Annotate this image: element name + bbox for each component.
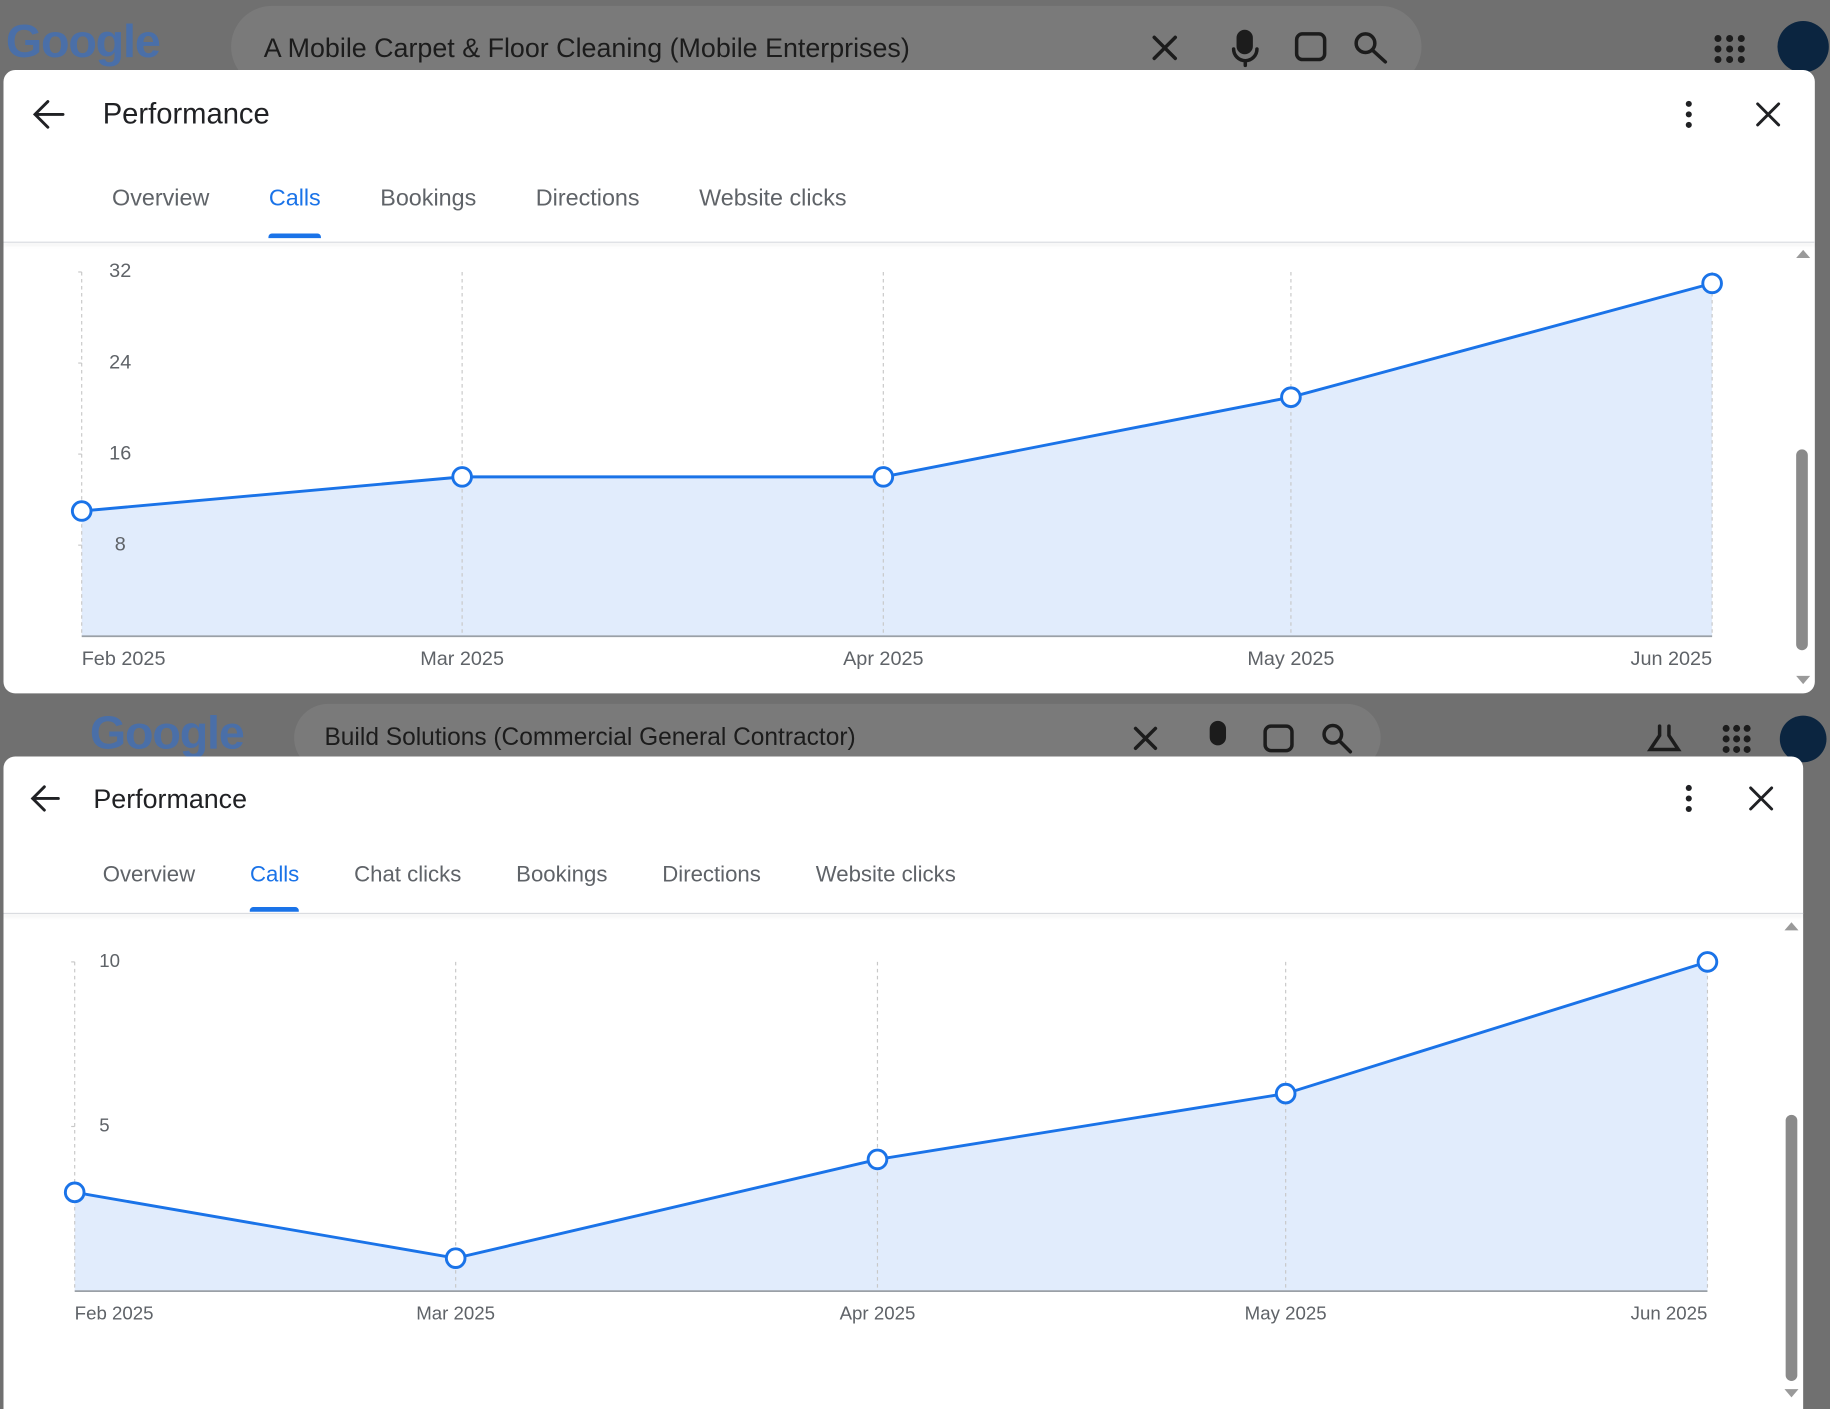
area — [74, 961, 1708, 1292]
back-button[interactable] — [32, 100, 65, 129]
data-point — [444, 1247, 467, 1269]
data-point — [1701, 272, 1723, 295]
tab[interactable]: Website clicks — [815, 862, 956, 888]
search-query[interactable]: A Mobile Carpet & Floor Cleaning (Mobile… — [263, 32, 910, 64]
avatar[interactable] — [1777, 21, 1829, 73]
y-tick-label: 10 — [99, 950, 120, 971]
scrollbar[interactable] — [1785, 1114, 1798, 1381]
x-tick-label: Jun 2025 — [1631, 648, 1713, 670]
back-button[interactable] — [30, 785, 60, 812]
x-tick-label: Jun 2025 — [1631, 1302, 1708, 1323]
divider — [3, 912, 1804, 915]
x-tick-label: May 2025 — [1247, 648, 1334, 670]
data-point — [1280, 386, 1302, 408]
scrollbar[interactable] — [1796, 449, 1808, 651]
tab[interactable]: Calls — [246, 863, 302, 912]
search-icon[interactable] — [1354, 32, 1377, 55]
y-tick-label: 5 — [99, 1114, 109, 1135]
data-point — [63, 1181, 86, 1204]
x-tick-label: Feb 2025 — [75, 1302, 154, 1323]
search-query[interactable]: Build Solutions (Commercial General Cont… — [324, 723, 856, 751]
tab-bar: Overview Calls Bookings Directions Website c… — [109, 185, 851, 239]
close-button[interactable] — [1756, 102, 1781, 127]
labs-icon[interactable] — [1646, 724, 1682, 752]
active-tab-indicator — [268, 233, 321, 239]
x-tick-label: Mar 2025 — [420, 648, 504, 670]
logo[interactable]: Google — [5, 16, 161, 68]
y-tick-label: 16 — [109, 442, 131, 464]
active-tab-indicator — [249, 907, 300, 912]
clear-icon[interactable] — [1133, 726, 1158, 751]
search-handle — [1338, 739, 1353, 754]
mic-icon[interactable] — [1236, 29, 1253, 55]
x-tick-label: Apr 2025 — [840, 1302, 916, 1323]
tab[interactable]: Bookings — [516, 862, 608, 888]
mic-icon[interactable] — [1209, 720, 1227, 746]
apps-icon[interactable] — [1714, 35, 1751, 753]
x-tick-label: Mar 2025 — [416, 1302, 495, 1323]
data-point — [70, 500, 93, 522]
avatar[interactable] — [1779, 715, 1827, 763]
tab[interactable]: Directions — [662, 862, 761, 888]
data-point — [866, 1148, 889, 1171]
tab[interactable]: Bookings — [380, 185, 477, 212]
y-tick-label: 32 — [109, 260, 131, 282]
x-tick-label: Apr 2025 — [843, 648, 923, 670]
y-tick-label: 8 — [115, 533, 126, 555]
panel-title: Performance — [102, 98, 270, 131]
x-tick-label: Feb 2025 — [82, 648, 166, 670]
tab[interactable]: Calls — [265, 186, 324, 239]
search-icon[interactable] — [1322, 723, 1344, 745]
close-button[interactable] — [1749, 786, 1774, 811]
tab[interactable]: Overview — [102, 862, 196, 888]
clear-icon[interactable] — [1152, 35, 1178, 61]
tab[interactable]: Chat clicks — [354, 862, 462, 888]
data-point — [451, 466, 473, 488]
y-tick-label: 24 — [109, 351, 131, 373]
tab[interactable]: Directions — [535, 185, 640, 212]
x-tick-label: May 2025 — [1245, 1302, 1327, 1323]
area — [81, 283, 1713, 637]
search-handle — [1370, 48, 1388, 64]
lens-icon[interactable] — [1294, 32, 1327, 62]
lens-icon[interactable] — [1263, 724, 1294, 753]
divider — [3, 241, 1815, 243]
more-button[interactable] — [1685, 100, 1692, 813]
data-point — [1274, 1082, 1297, 1105]
tab[interactable]: Overview — [112, 185, 210, 212]
tab-bar: Overview Calls Chat clicks Bookings Directio… — [99, 862, 959, 912]
panel-title: Performance — [93, 783, 248, 814]
data-point — [872, 466, 895, 488]
tab[interactable]: Website clicks — [699, 185, 847, 212]
logo[interactable]: Google — [89, 707, 245, 759]
mic-stand — [1231, 47, 1259, 68]
data-point — [1696, 951, 1719, 973]
